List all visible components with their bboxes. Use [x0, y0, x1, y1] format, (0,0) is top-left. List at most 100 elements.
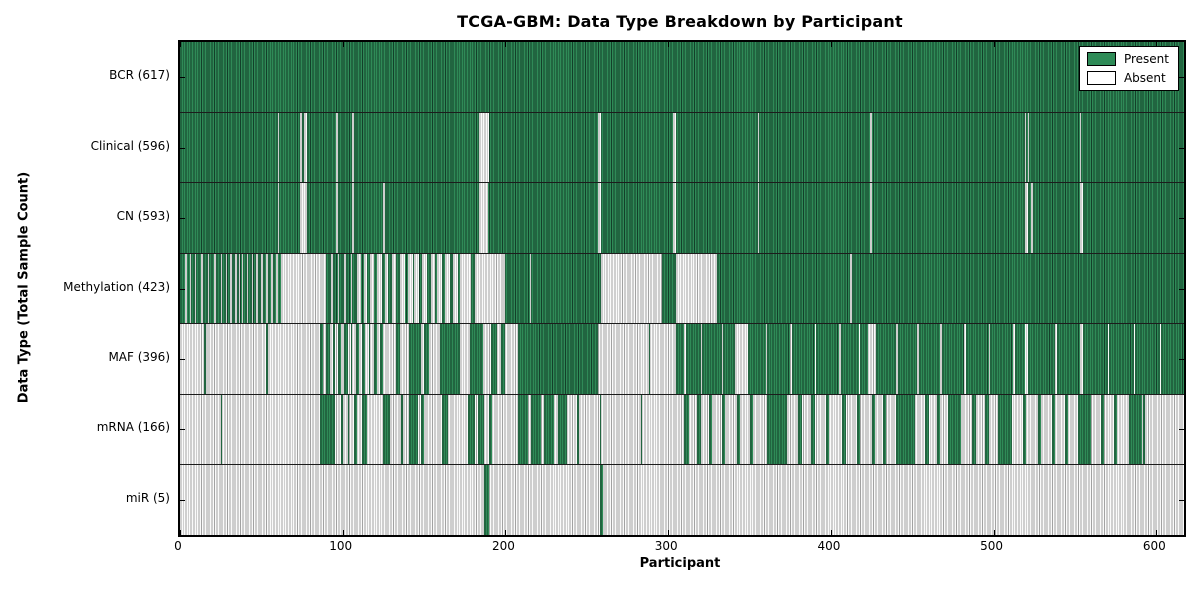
present-segment [736, 394, 740, 465]
x-tick-label-200: 200 [491, 539, 515, 553]
absent-segment [271, 253, 273, 324]
present-segment [918, 324, 940, 394]
present-segment [1114, 394, 1118, 465]
present-segment [723, 324, 735, 394]
present-segment [409, 394, 418, 465]
present-segment [842, 394, 846, 465]
present-swatch-icon [1086, 52, 1116, 66]
absent-segment [266, 253, 268, 324]
x-tick-mark-top [1156, 42, 1158, 47]
present-segment [344, 324, 348, 394]
x-tick-mark [993, 530, 995, 535]
present-segment [826, 394, 830, 465]
present-segment [1083, 324, 1108, 394]
present-segment [1143, 394, 1145, 465]
absent-segment [350, 253, 353, 324]
absent-segment [1024, 183, 1028, 253]
present-segment [1057, 324, 1080, 394]
present-segment [1027, 324, 1056, 394]
absent-segment [529, 253, 532, 324]
absent-segment [850, 253, 853, 324]
absent-segment [673, 183, 677, 253]
present-segment [791, 324, 815, 394]
present-segment [424, 324, 429, 394]
absent-segment [189, 253, 192, 324]
y-tick-mark-right [1179, 288, 1184, 290]
present-segment [708, 394, 713, 465]
y-tick-mark [180, 77, 185, 79]
absent-segment [207, 253, 210, 324]
present-segment [220, 394, 223, 465]
present-segment [368, 324, 371, 394]
absent-segment [385, 253, 389, 324]
present-segment [1014, 324, 1025, 394]
heatmap-row-CN [180, 183, 1184, 254]
present-segment [326, 324, 330, 394]
x-tick-label-400: 400 [817, 539, 841, 553]
present-segment [441, 394, 449, 465]
absent-segment [757, 183, 760, 253]
absent-segment [246, 253, 249, 324]
present-segment [347, 394, 350, 465]
absent-segment [336, 183, 338, 253]
present-segment [925, 394, 929, 465]
present-segment [856, 394, 861, 465]
absent-segment [399, 253, 405, 324]
present-segment [355, 324, 359, 394]
absent-segment [277, 112, 280, 183]
absent-segment [391, 253, 397, 324]
absent-segment [383, 183, 386, 253]
absent-segment [1079, 183, 1084, 253]
absent-segment [194, 253, 197, 324]
x-tick-mark [830, 530, 832, 535]
absent-segment [336, 112, 338, 183]
present-segment [936, 394, 940, 465]
present-segment [599, 465, 604, 535]
present-segment [599, 394, 602, 465]
present-segment [544, 394, 555, 465]
present-segment [998, 394, 1012, 465]
present-segment [876, 324, 896, 394]
present-segment [1078, 394, 1092, 465]
heatmap-row-Methylation [180, 253, 1184, 325]
present-segment [468, 394, 475, 465]
present-segment [941, 324, 965, 394]
x-tick-label-100: 100 [329, 539, 353, 553]
heatmap-rows [180, 42, 1184, 535]
present-segment [266, 324, 268, 394]
present-segment [489, 394, 493, 465]
present-segment [985, 394, 989, 465]
y-tick-label-Methylation: Methylation (423) [63, 279, 170, 294]
absent-segment [241, 253, 244, 324]
absent-segment [1027, 112, 1030, 183]
absent-segment [230, 253, 233, 324]
y-tick-mark [180, 358, 185, 360]
x-axis-label: Participant [639, 556, 721, 571]
absent-segment [363, 253, 368, 324]
absent-segment [276, 253, 278, 324]
absent-segment [337, 253, 340, 324]
absent-segment [220, 253, 223, 324]
absent-segment [673, 112, 677, 183]
present-segment [319, 324, 324, 394]
present-segment [557, 394, 568, 465]
present-segment [702, 324, 722, 394]
present-segment [518, 324, 599, 394]
present-segment [420, 394, 425, 465]
chart-title: TCGA-GBM: Data Type Breakdown by Partici… [457, 12, 903, 31]
absent-segment [598, 112, 602, 183]
present-segment [882, 394, 887, 465]
present-segment [648, 324, 651, 394]
absent-segment [437, 253, 442, 324]
x-tick-label-600: 600 [1142, 539, 1166, 553]
absent-segment [352, 112, 355, 183]
present-segment [362, 394, 368, 465]
y-tick-mark-right [1179, 499, 1184, 501]
absent-segment [601, 253, 662, 324]
absent-segment [331, 253, 333, 324]
present-segment [396, 324, 400, 394]
absent-segment [280, 253, 327, 324]
present-segment [871, 394, 875, 465]
present-segment [341, 394, 343, 465]
